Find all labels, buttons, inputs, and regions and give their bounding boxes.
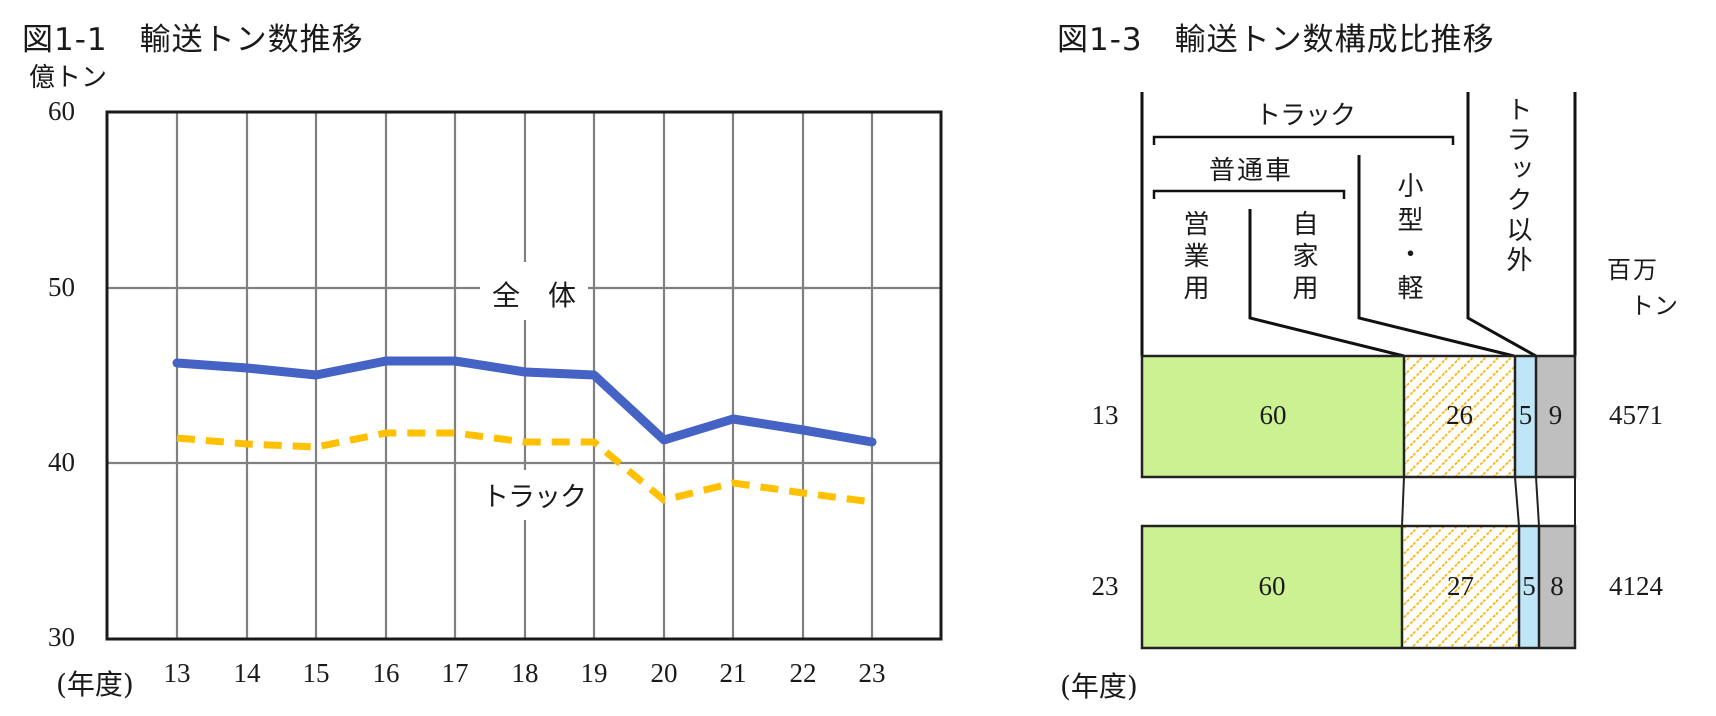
left-chart-y-unit: 億トン [29, 63, 108, 93]
composition-chart [1140, 92, 1577, 650]
y-tick-40: 40 [48, 447, 75, 477]
vertical-gridlines [175, 112, 874, 639]
header-commercial: 営業用 [1179, 210, 1209, 306]
header-small-light: 小型・軽 [1393, 172, 1423, 308]
x-tick-15: 15 [302, 658, 330, 688]
y-tick-60: 60 [48, 96, 75, 126]
value-commercial-23: 60 [1258, 571, 1286, 601]
series-total-line [172, 356, 877, 447]
horizontal-gridlines [107, 286, 941, 465]
total-13: 4571 [1609, 400, 1663, 430]
right-unit-line1: 百万 [1607, 256, 1659, 284]
series-label-total: 全 体 [491, 279, 576, 312]
x-tick-22: 22 [789, 658, 817, 688]
x-tick-23: 23 [858, 658, 886, 688]
header-regular-vehicle: 普通車 [1208, 156, 1293, 186]
series-truck-line [176, 429, 873, 506]
bar-row-13 [1140, 354, 1577, 479]
x-tick-19: 19 [580, 658, 608, 688]
value-private-23: 27 [1447, 571, 1474, 601]
value-small-23: 5 [1522, 571, 1536, 601]
left-chart-title: 図1-1 輸送トン数推移 [22, 22, 364, 58]
row-year-13: 13 [1091, 400, 1119, 430]
value-small-13: 5 [1518, 400, 1533, 430]
x-tick-17: 17 [441, 658, 469, 688]
x-tick-18: 18 [511, 658, 539, 688]
row-year-23: 23 [1091, 571, 1119, 601]
x-tick-16: 16 [372, 658, 400, 688]
series-label-truck: トラック [482, 482, 587, 513]
bar-connectors [1401, 476, 1576, 527]
header-truck: トラック [1254, 101, 1356, 131]
right-unit-line2: トン [1630, 292, 1678, 320]
y-tick-30: 30 [48, 622, 75, 652]
y-tick-50: 50 [48, 272, 75, 302]
header-private: 自家用 [1288, 210, 1318, 306]
x-tick-13: 13 [163, 658, 191, 688]
value-private-13: 26 [1446, 400, 1473, 430]
line-chart-plot [105, 110, 943, 641]
header-lines [1140, 92, 1577, 358]
plot-frame [105, 110, 943, 641]
right-chart-x-unit: (年度) [1060, 670, 1138, 703]
header-non-truck: トラック以外 [1502, 96, 1532, 276]
right-chart-title: 図1-3 輸送トン数構成比推移 [1057, 22, 1495, 58]
total-23: 4124 [1609, 571, 1663, 601]
value-non-truck-23: 8 [1550, 571, 1564, 601]
x-tick-14: 14 [233, 658, 261, 688]
value-non-truck-13: 9 [1548, 400, 1563, 430]
x-tick-20: 20 [650, 658, 678, 688]
x-tick-21: 21 [719, 658, 747, 688]
value-commercial-13: 60 [1259, 400, 1287, 430]
left-chart-x-unit: (年度) [56, 668, 134, 701]
bar-row-23 [1140, 524, 1577, 650]
